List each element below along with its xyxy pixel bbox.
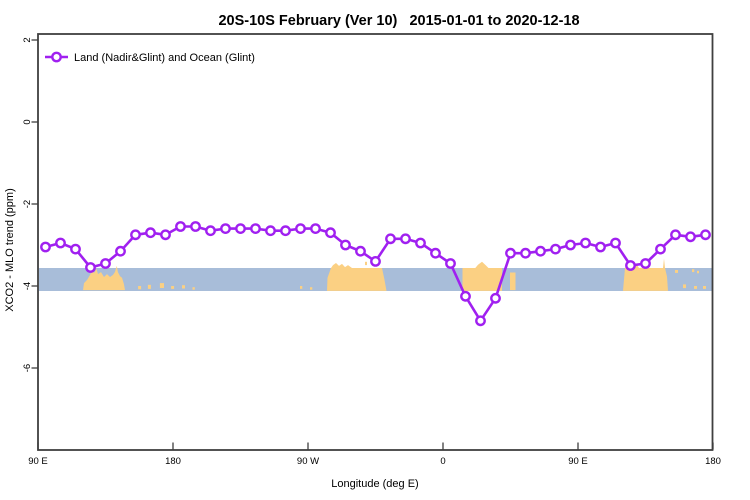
x-tick-label: 0 bbox=[440, 456, 445, 467]
land-speck bbox=[171, 286, 175, 289]
land-topography-layer bbox=[83, 258, 706, 291]
data-point bbox=[370, 255, 381, 267]
data-point bbox=[520, 247, 531, 259]
land-profile-1 bbox=[83, 265, 125, 291]
x-tick-label: 180 bbox=[705, 456, 721, 467]
y-tick-label: -6 bbox=[22, 364, 33, 372]
land-speck bbox=[697, 270, 699, 274]
x-tick-label: 180 bbox=[165, 456, 181, 467]
data-point bbox=[325, 227, 336, 239]
data-point bbox=[145, 227, 156, 239]
data-point bbox=[280, 225, 291, 237]
y-tick-label: -4 bbox=[22, 282, 33, 290]
land-profile-2 bbox=[327, 263, 387, 291]
x-tick-label: 90 W bbox=[297, 456, 319, 467]
land-speck bbox=[192, 287, 195, 290]
data-point bbox=[595, 241, 606, 253]
land-speck bbox=[147, 284, 151, 289]
land-speck bbox=[365, 261, 367, 266]
data-point bbox=[505, 247, 516, 259]
x-tick-label: 90 E bbox=[568, 456, 588, 467]
chart-title: 20S-10S February (Ver 10) 2015-01-01 to … bbox=[218, 13, 579, 29]
land-speck bbox=[703, 286, 706, 289]
data-point bbox=[685, 231, 696, 243]
x-axis-tick-labels: 90 E 180 90 W 0 90 E 180 bbox=[28, 456, 721, 467]
data-point bbox=[610, 237, 621, 249]
land-speck bbox=[300, 286, 303, 289]
data-point bbox=[160, 229, 171, 241]
data-point bbox=[355, 245, 366, 257]
data-point bbox=[385, 233, 396, 245]
data-point bbox=[640, 258, 651, 269]
data-point bbox=[475, 315, 486, 327]
data-point bbox=[40, 241, 51, 253]
data-point bbox=[100, 258, 111, 269]
land-speck bbox=[694, 286, 697, 289]
data-point bbox=[205, 225, 216, 237]
land-profile-4 bbox=[510, 272, 516, 291]
data-point bbox=[85, 262, 96, 273]
data-point bbox=[655, 243, 666, 255]
data-point bbox=[460, 290, 471, 302]
y-tick-label: 0 bbox=[22, 119, 33, 124]
y-axis-tick-labels: 2 0 -2 -4 -6 bbox=[22, 37, 33, 372]
data-point bbox=[400, 233, 411, 245]
legend: Land (Nadir&Glint) and Ocean (Glint) bbox=[45, 51, 255, 64]
land-speck bbox=[675, 270, 678, 273]
data-point bbox=[115, 245, 126, 257]
land-speck bbox=[182, 285, 185, 289]
land-speck bbox=[692, 269, 695, 273]
x-axis-title: Longitude (deg E) bbox=[331, 478, 418, 490]
plot-box-border bbox=[37, 33, 714, 451]
legend-marker-icon bbox=[51, 51, 62, 63]
data-point bbox=[340, 239, 351, 251]
land-speck bbox=[138, 286, 142, 290]
data-point bbox=[190, 221, 201, 232]
land-speck bbox=[159, 283, 164, 288]
data-point bbox=[535, 245, 546, 257]
data-point bbox=[580, 237, 591, 249]
y-axis-title: XCO2 - MLO trend (ppm) bbox=[4, 188, 16, 311]
land-profile-3 bbox=[462, 261, 502, 291]
data-point bbox=[430, 247, 441, 259]
data-point bbox=[700, 229, 711, 241]
data-point bbox=[130, 229, 141, 241]
data-point bbox=[490, 292, 501, 304]
data-point bbox=[565, 239, 576, 251]
land-speck bbox=[310, 287, 313, 290]
y-axis-ticks bbox=[31, 39, 38, 369]
y-tick-label: 2 bbox=[22, 37, 33, 42]
data-point bbox=[235, 223, 246, 235]
data-point bbox=[550, 243, 561, 255]
data-point bbox=[70, 243, 81, 255]
data-point bbox=[265, 225, 276, 237]
land-speck bbox=[683, 284, 686, 289]
data-point bbox=[295, 223, 306, 235]
data-series-layer bbox=[40, 221, 711, 327]
data-point bbox=[445, 258, 456, 269]
data-point bbox=[625, 260, 636, 271]
data-point bbox=[175, 221, 186, 232]
x-axis-ticks bbox=[37, 442, 714, 450]
data-point bbox=[250, 223, 261, 235]
data-point bbox=[310, 223, 321, 235]
data-point bbox=[415, 237, 426, 249]
data-point bbox=[220, 223, 231, 235]
legend-label: Land (Nadir&Glint) and Ocean (Glint) bbox=[74, 52, 255, 64]
data-point bbox=[55, 237, 66, 249]
y-tick-label: -2 bbox=[22, 200, 33, 208]
data-point bbox=[670, 229, 681, 241]
x-tick-label: 90 E bbox=[28, 456, 48, 467]
